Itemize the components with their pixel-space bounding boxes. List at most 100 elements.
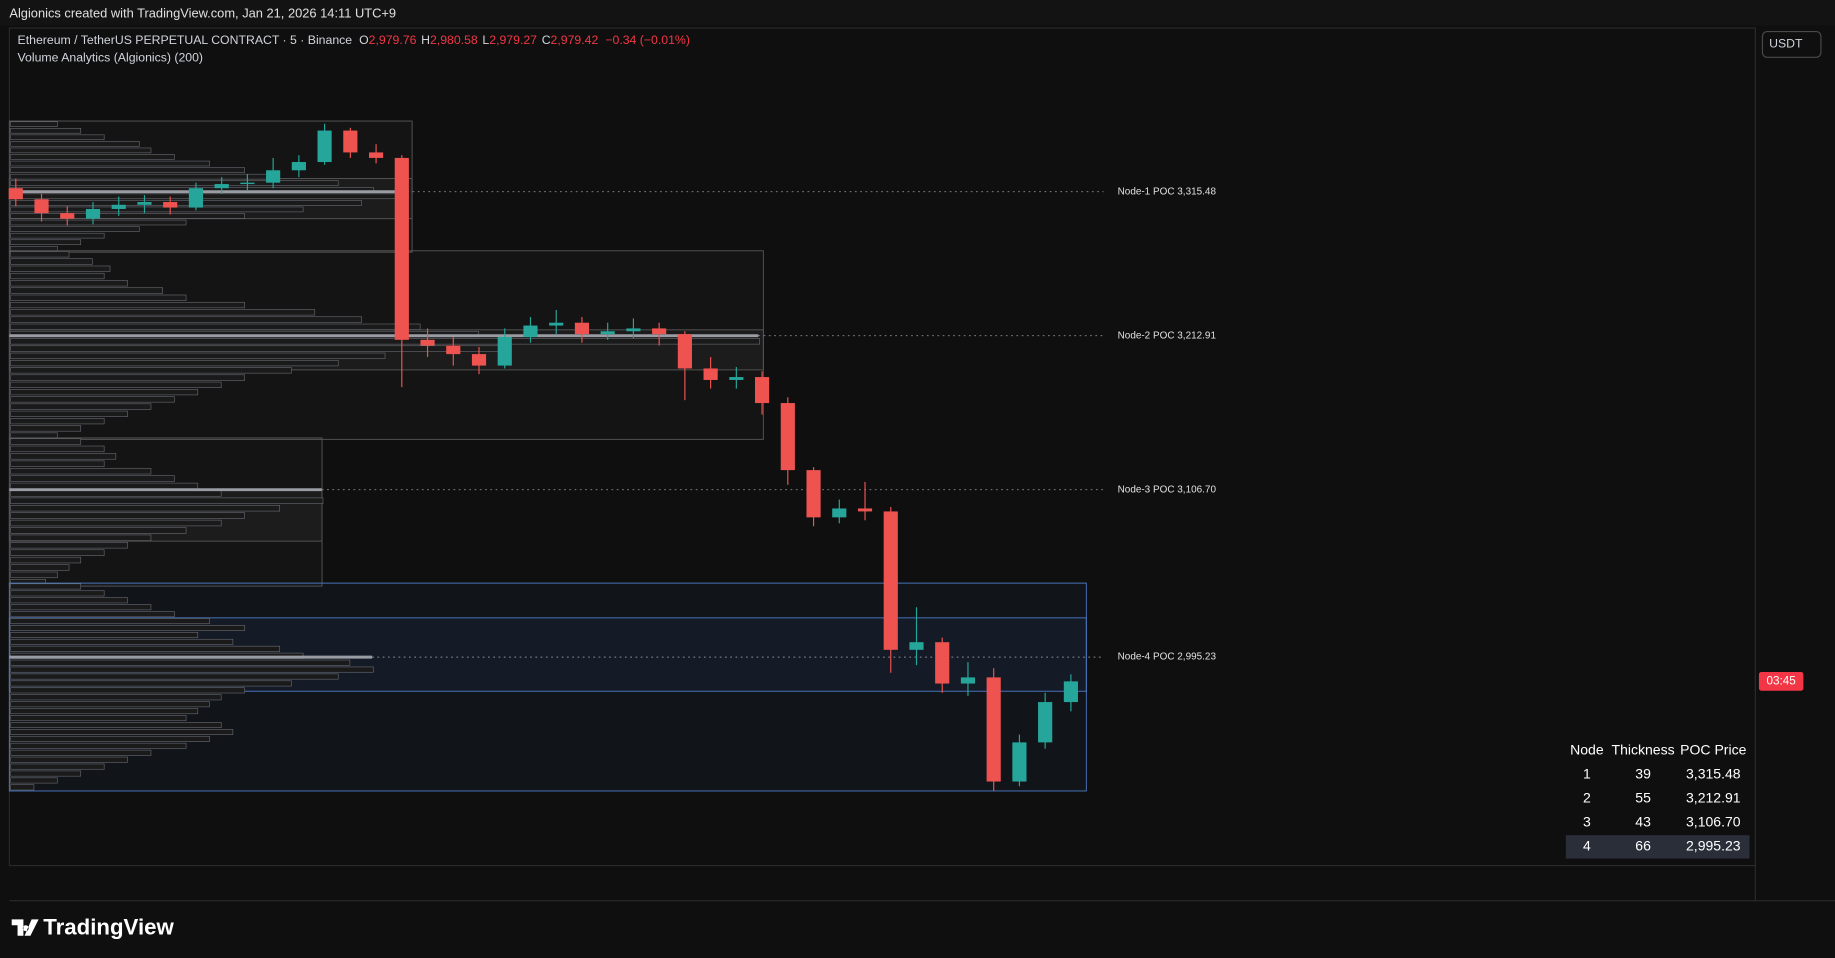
table-cell: 55 (1635, 790, 1651, 806)
profile-bar (10, 645, 280, 652)
candle-body (523, 325, 538, 337)
profile-bar (10, 784, 35, 791)
profile-bar (10, 258, 93, 265)
candle-body (368, 152, 384, 158)
profile-bar (10, 490, 222, 497)
candle-body (729, 377, 744, 380)
node: Node-3 POC 3,106.70 (8, 437, 1217, 587)
candle-body (420, 339, 435, 346)
profile-bar (10, 345, 503, 352)
profile-bar (10, 482, 199, 490)
profile-bar (10, 604, 152, 611)
caption: Algionics created with TradingView.com, … (9, 5, 396, 20)
candle-body (909, 642, 924, 650)
table-cell: 2 (1583, 790, 1591, 806)
candle-body (214, 184, 229, 189)
currency[interactable]: USDT (1769, 37, 1803, 51)
profile-bar (10, 154, 175, 160)
profile-bar (10, 666, 374, 673)
profile-bar (10, 583, 82, 590)
profile-bar (10, 729, 234, 735)
profile-bar (10, 367, 292, 374)
profile-bar (10, 549, 105, 556)
candle-body (446, 345, 461, 355)
profile-bar (10, 301, 245, 309)
profile-bar (10, 742, 187, 749)
profile-bar (10, 141, 140, 147)
profile-bar (10, 687, 245, 694)
profile-bar (10, 680, 292, 687)
table-cell: 4 (1583, 838, 1591, 854)
profile-bar (10, 763, 105, 770)
profile-bar (10, 534, 152, 542)
profile-bar (10, 226, 140, 232)
candle-body (188, 188, 204, 208)
candle-body (626, 328, 641, 332)
legend-line: Ethereum / TetherUS PERPETUAL CONTRACT ·… (18, 33, 690, 47)
profile-bar (10, 708, 199, 715)
ohlc-key: O (359, 33, 369, 47)
candle-body (806, 470, 821, 518)
candle-body (34, 199, 49, 214)
profile-bar (10, 556, 82, 564)
ohlc-value: 2,979.76 (369, 33, 417, 47)
profile-bar (10, 497, 324, 504)
profile-bar (10, 251, 70, 258)
candle-body (1063, 681, 1078, 703)
candle-body (497, 336, 512, 366)
candle-body (755, 377, 770, 404)
profile-bar (10, 309, 316, 316)
profile-bar (10, 294, 187, 301)
candle-body (291, 162, 306, 171)
symbol: Ethereum / TetherUS PERPETUAL CONTRACT ·… (18, 33, 353, 47)
profile-bar (10, 735, 210, 742)
profile-bar (10, 389, 199, 396)
candle-body (343, 130, 358, 153)
candle-body (317, 130, 332, 163)
profile-bar (10, 597, 128, 604)
profile-bar (10, 359, 339, 367)
node: Node-4 POC 2,995.23 (8, 582, 1216, 792)
profile-bar (10, 160, 210, 167)
profile-bar (10, 618, 210, 625)
profile-bar (10, 425, 82, 432)
poc-label: Node-3 POC 3,106.70 (1118, 484, 1217, 495)
profile-bar (10, 287, 163, 294)
candle-body (1038, 702, 1053, 743)
profile-bar (10, 590, 105, 597)
node: Node-2 POC 3,212.91 (8, 250, 1216, 440)
profile-bar (10, 418, 105, 425)
profile-bar (10, 323, 421, 330)
candle-body (986, 677, 1001, 782)
candle-body (240, 182, 255, 185)
profile-bar (10, 127, 82, 134)
ohlc-key: C (542, 33, 551, 47)
ohlc-key: L (482, 33, 489, 47)
profile-bar (10, 219, 187, 226)
profile-bar (10, 316, 362, 323)
table-cell: 1 (1583, 766, 1591, 782)
table-header: POC Price (1680, 742, 1746, 758)
currency-button[interactable] (1761, 30, 1822, 58)
profile-bar (10, 673, 339, 680)
profile-bar (10, 374, 245, 381)
ohlc-key: H (421, 33, 430, 47)
profile-bar (10, 694, 222, 701)
profile-bar (10, 564, 70, 571)
profile-bar (10, 756, 128, 763)
profile-bar (10, 134, 105, 141)
table-cell: 39 (1635, 766, 1651, 782)
ohlc-value: 2,979.27 (489, 33, 537, 47)
candle-body (832, 508, 847, 518)
profile-bar (10, 701, 210, 708)
table-cell: 66 (1635, 838, 1651, 854)
profile-bar (10, 167, 245, 173)
candle-body (960, 677, 976, 684)
table-header: Node (1570, 742, 1604, 758)
profile-bar (10, 453, 117, 460)
profile-bar (10, 193, 409, 200)
profile-bar (10, 180, 339, 186)
candle-body (549, 322, 564, 326)
profile-bar (10, 659, 351, 666)
